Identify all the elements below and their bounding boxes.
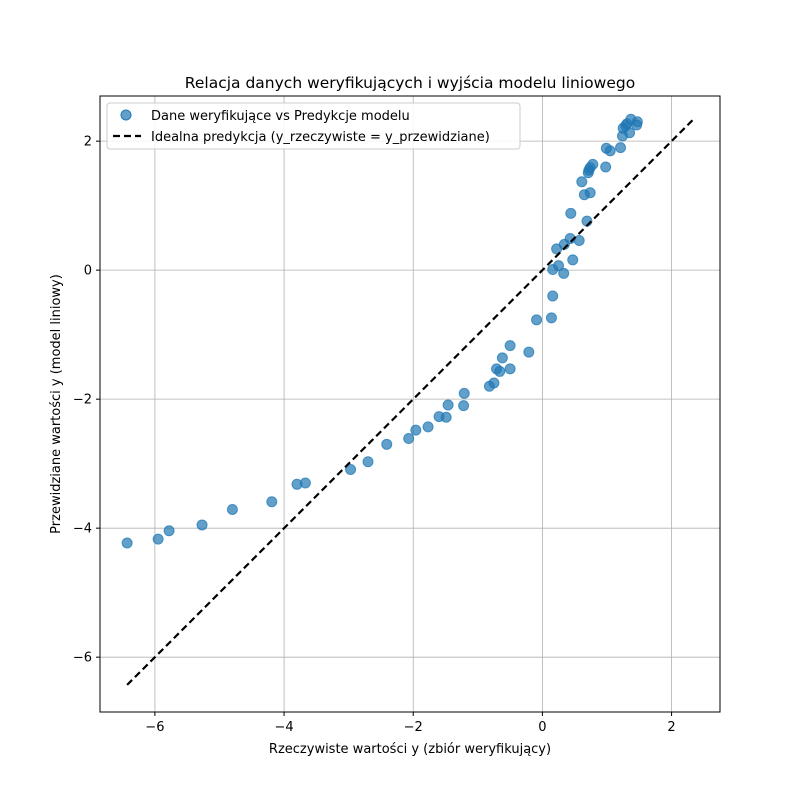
data-point <box>615 142 627 154</box>
data-point <box>196 519 208 531</box>
data-point <box>152 533 164 545</box>
data-point <box>523 346 535 358</box>
x-tick-label: −6 <box>145 720 164 735</box>
y-axis: −6 −4 −2 0 2 <box>73 135 100 666</box>
x-tick-label: −2 <box>404 720 423 735</box>
data-point <box>381 438 393 450</box>
data-point <box>163 525 175 537</box>
data-point <box>567 254 579 266</box>
data-point <box>565 207 577 219</box>
data-point <box>576 176 588 188</box>
data-point <box>545 312 557 324</box>
y-tick-label: −2 <box>73 393 92 408</box>
ideal-prediction-line <box>126 118 695 686</box>
plot-area <box>121 113 695 686</box>
data-point <box>442 399 454 411</box>
data-point <box>558 267 570 279</box>
y-tick-label: 2 <box>84 135 92 150</box>
legend-label-scatter: Dane weryfikujące vs Predykcje modelu <box>151 109 410 124</box>
data-point <box>362 456 374 468</box>
legend-label-ideal: Idealna predykcja (y_rzeczywiste = y_prz… <box>151 130 490 145</box>
data-point <box>531 314 543 326</box>
data-point <box>553 260 565 272</box>
data-point <box>345 463 357 475</box>
data-point <box>458 387 470 399</box>
data-point <box>410 424 422 436</box>
data-point <box>504 340 516 352</box>
x-axis: −6 −4 −2 0 2 <box>145 712 676 735</box>
data-point <box>504 363 516 375</box>
legend-scatter-marker <box>120 109 132 121</box>
y-axis-label: Przewidziane wartości y (model liniowy) <box>49 274 64 534</box>
x-axis-label: Rzeczywiste wartości y (zbiór weryfikują… <box>269 742 551 757</box>
data-point <box>422 421 434 433</box>
data-point <box>266 496 278 508</box>
data-point <box>488 377 500 389</box>
x-tick-label: 2 <box>667 720 675 735</box>
x-tick-label: 0 <box>538 720 546 735</box>
data-point <box>584 187 596 199</box>
chart-title: Relacja danych weryfikujących i wyjścia … <box>185 74 635 92</box>
data-point <box>121 537 133 549</box>
data-point <box>573 234 585 246</box>
data-point <box>587 158 599 170</box>
y-tick-label: −6 <box>73 651 92 666</box>
y-tick-label: 0 <box>84 264 92 279</box>
data-point <box>458 400 470 412</box>
data-point <box>440 411 452 423</box>
data-point <box>624 127 636 139</box>
data-point <box>226 503 238 515</box>
data-point <box>600 161 612 173</box>
data-point <box>494 365 506 377</box>
data-point <box>496 352 508 364</box>
x-tick-label: −4 <box>274 720 293 735</box>
data-point <box>631 116 643 128</box>
legend: Dane weryfikujące vs Predykcje modelu Id… <box>106 102 521 150</box>
plot-frame <box>99 95 721 713</box>
data-point <box>299 477 311 489</box>
y-tick-label: −4 <box>73 522 92 537</box>
data-point <box>547 290 559 302</box>
data-point <box>403 433 415 445</box>
data-point <box>604 145 616 157</box>
legend-frame <box>106 102 521 150</box>
